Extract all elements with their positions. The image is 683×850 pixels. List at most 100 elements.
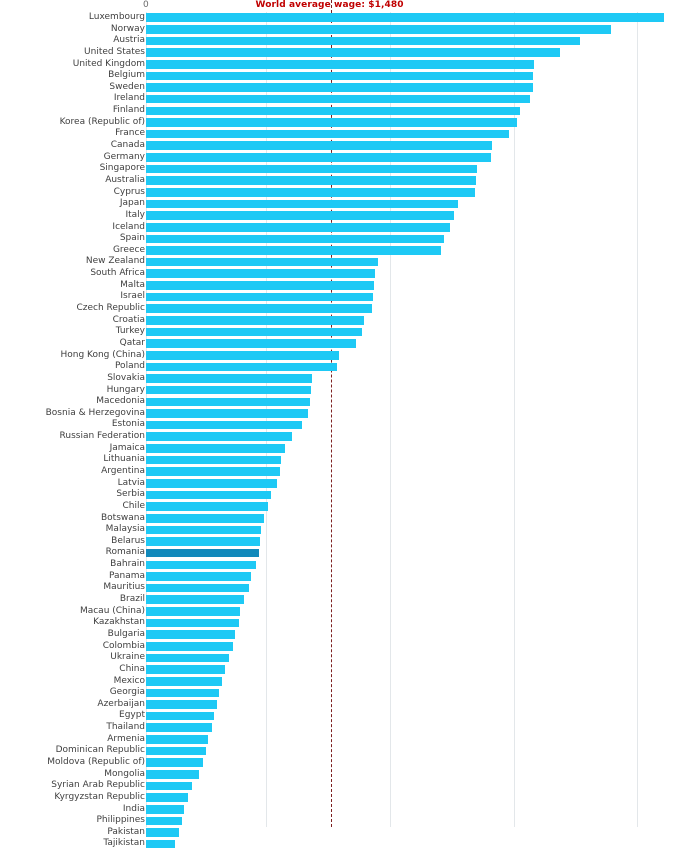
bar-category-label: China [119,663,145,674]
bar-rows: Luxembourg Norway Austria United States Unit… [0,12,683,850]
bar-row: Panama [0,571,683,583]
bar[interactable] [146,316,365,325]
bar[interactable] [146,839,175,849]
bar-row: Macedonia [0,396,683,408]
bar-row: Estonia [0,419,683,431]
bar[interactable] [146,607,241,616]
bar[interactable] [146,432,293,442]
bar[interactable] [146,164,478,174]
bar-row: Greece [0,245,683,257]
bar[interactable] [146,246,442,255]
bar[interactable] [146,455,282,465]
bar[interactable] [146,374,313,383]
bar[interactable] [146,793,189,802]
bar[interactable] [146,828,180,837]
bar-row: Croatia [0,315,683,327]
bar-category-label: Czech Republic [76,303,145,314]
bar[interactable] [146,746,206,756]
bar[interactable] [146,676,222,686]
x-axis-tick-zero: 0 [143,0,149,10]
bar[interactable] [146,59,535,69]
bar[interactable] [146,630,236,639]
bar[interactable] [146,350,340,360]
bar[interactable] [146,281,375,290]
bar[interactable] [146,711,215,721]
bar[interactable] [146,618,239,628]
bar[interactable] [146,129,510,139]
bar-category-label: Chile [122,500,145,511]
bar[interactable] [146,257,378,267]
bar-category-label: Japan [119,198,145,209]
bar[interactable] [146,327,362,337]
bar[interactable] [146,385,311,395]
bar[interactable] [146,71,533,81]
bar-row: Czech Republic [0,303,683,315]
bar[interactable] [146,304,372,313]
bar[interactable] [146,572,252,581]
bar[interactable] [146,653,230,663]
bar[interactable] [146,362,337,372]
bar-category-label: Bosnia & Herzegovina [45,407,145,418]
world-average-wage-label: World average wage: $1,480 [255,0,404,10]
bar[interactable] [146,467,280,476]
bar[interactable] [146,490,272,500]
bar[interactable] [146,36,580,46]
bar-row: Armenia [0,734,683,746]
bar[interactable] [146,735,208,744]
bar[interactable] [146,781,192,791]
bar[interactable] [146,94,531,104]
bar[interactable] [146,688,220,698]
bar[interactable] [146,595,244,605]
bar[interactable] [146,118,517,127]
bar-row: Cyprus [0,187,683,199]
bar[interactable] [146,537,261,546]
bar[interactable] [146,222,450,232]
bar-category-label: Korea (Republic of) [59,116,145,127]
bar[interactable] [146,641,233,651]
bar[interactable] [146,816,182,826]
bar[interactable] [146,700,217,709]
bar[interactable] [146,188,475,197]
bar[interactable] [146,153,491,162]
bar-category-label: Serbia [116,489,145,500]
bar[interactable] [146,804,185,814]
bar[interactable] [146,211,454,220]
bar[interactable] [146,25,611,34]
bar[interactable] [146,479,278,488]
bar-row: Mauritius [0,582,683,594]
bar[interactable] [146,513,264,523]
bar[interactable] [146,583,249,593]
bar[interactable] [146,525,262,535]
bar[interactable] [146,758,204,767]
bar[interactable] [146,13,665,22]
bar[interactable] [146,665,226,674]
bar[interactable] [146,420,303,430]
bar[interactable] [146,106,521,116]
bar[interactable] [146,176,476,185]
bar[interactable] [146,723,212,733]
bar[interactable] [146,292,373,302]
gridline-0 [146,12,147,827]
bar-category-label: Mexico [113,675,145,686]
bar-category-label: Romania [105,547,145,558]
bar-row: Japan [0,198,683,210]
bar[interactable] [146,48,561,57]
bar[interactable] [146,141,492,151]
bar-row: Philippines [0,815,683,827]
bar[interactable] [146,83,533,92]
bar[interactable] [146,339,356,348]
bar[interactable] [146,502,268,511]
bar[interactable] [146,199,459,209]
bar[interactable] [146,269,376,279]
bar[interactable] [146,560,257,570]
bar[interactable] [146,397,310,407]
bar[interactable] [146,409,309,418]
bar-row: Kazakhstan [0,617,683,629]
bar-row: Russian Federation [0,431,683,443]
bar[interactable] [146,234,444,244]
bar[interactable] [146,548,259,558]
bar-row: Bosnia & Herzegovina [0,408,683,420]
bar[interactable] [146,444,285,453]
bar[interactable] [146,770,200,779]
bar-category-label: Malaysia [105,524,145,535]
